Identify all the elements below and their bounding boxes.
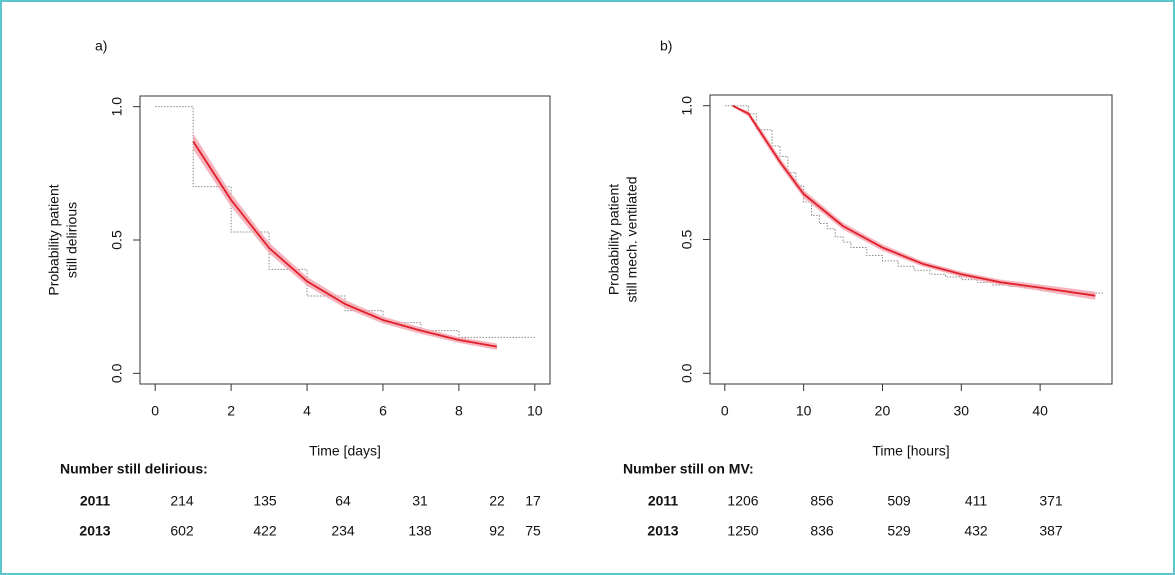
risk-count: 836 <box>810 523 834 539</box>
fitted-curve <box>732 104 1096 297</box>
risk-count: 856 <box>810 493 834 509</box>
y-tick-label: 1.0 <box>679 96 695 116</box>
risk-count: 602 <box>170 523 194 539</box>
risk-count: 432 <box>964 523 988 539</box>
y-tick-label: 0.5 <box>679 230 695 250</box>
confidence-band <box>193 133 497 350</box>
risk-count: 31 <box>412 493 428 509</box>
risk-count: 92 <box>489 523 505 539</box>
x-tick-label: 0 <box>721 403 729 419</box>
x-tick-label: 6 <box>379 403 387 419</box>
risk-row-label: 2011 <box>648 493 679 509</box>
risk-count: 22 <box>489 493 505 509</box>
risk-row-label: 2013 <box>79 523 110 539</box>
risk-count: 509 <box>887 493 911 509</box>
risk-count: 1250 <box>727 523 758 539</box>
x-axis-label: Time [days] <box>309 443 381 459</box>
risk-count: 75 <box>525 523 541 539</box>
risk-count: 17 <box>525 493 541 509</box>
risk-table-title: Number still on MV: <box>623 461 754 477</box>
x-tick-label: 40 <box>1032 403 1048 419</box>
risk-count: 214 <box>170 493 194 509</box>
x-tick-label: 30 <box>954 403 970 419</box>
y-tick-label: 1.0 <box>109 97 125 117</box>
risk-count: 422 <box>253 523 277 539</box>
fitted-curve <box>192 140 498 348</box>
risk-count: 135 <box>253 493 277 509</box>
risk-count: 64 <box>335 493 351 509</box>
risk-row-label: 2013 <box>647 523 678 539</box>
y-axis-label: Probability patient <box>606 184 622 295</box>
x-tick-label: 10 <box>527 403 543 419</box>
x-tick-label: 0 <box>151 403 159 419</box>
risk-count: 529 <box>887 523 911 539</box>
y-axis-label: still delirious <box>64 202 80 278</box>
x-tick-label: 10 <box>796 403 812 419</box>
risk-count: 371 <box>1039 493 1063 509</box>
y-axis-label: still mech. ventilated <box>624 176 640 302</box>
panel-label: b) <box>660 38 672 54</box>
x-tick-label: 4 <box>303 403 311 419</box>
risk-table-title: Number still delirious: <box>60 461 208 477</box>
risk-count: 234 <box>331 523 355 539</box>
risk-count: 1206 <box>727 493 758 509</box>
panel-label: a) <box>95 38 107 54</box>
x-axis-label: Time [hours] <box>872 443 949 459</box>
risk-count: 138 <box>408 523 432 539</box>
x-tick-label: 20 <box>875 403 891 419</box>
x-tick-label: 2 <box>227 403 235 419</box>
y-tick-label: 0.0 <box>679 363 695 383</box>
y-axis-label: Probability patient <box>46 184 62 295</box>
risk-row-label: 2011 <box>80 493 111 509</box>
y-tick-label: 0.0 <box>109 363 125 383</box>
y-tick-label: 0.5 <box>109 230 125 250</box>
x-tick-label: 8 <box>455 403 463 419</box>
risk-count: 411 <box>965 493 988 509</box>
risk-count: 387 <box>1039 523 1063 539</box>
